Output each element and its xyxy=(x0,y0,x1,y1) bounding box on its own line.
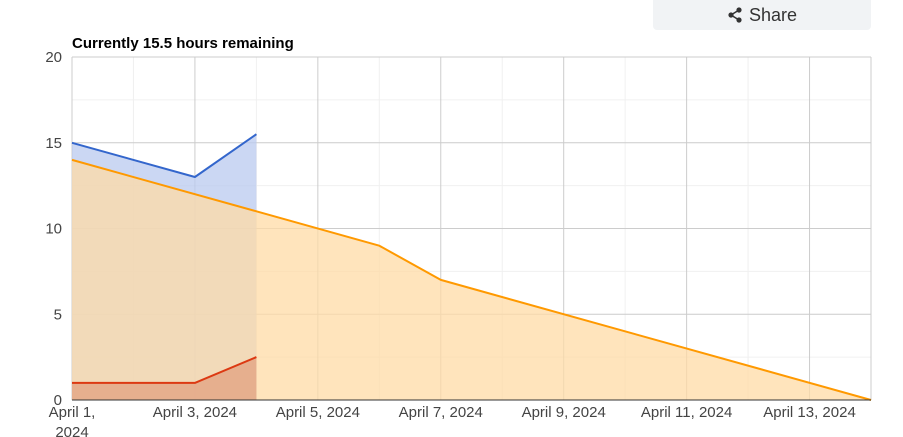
y-tick-label: 5 xyxy=(54,306,62,323)
y-tick-label: 15 xyxy=(45,135,62,152)
x-tick-label: April 5, 2024 xyxy=(276,404,360,421)
series-lines xyxy=(71,133,872,401)
x-tick-label: April 9, 2024 xyxy=(522,404,606,421)
series-line-0 xyxy=(71,133,257,178)
series-areas xyxy=(72,134,871,400)
series-line-1 xyxy=(71,158,872,401)
share-button[interactable]: Share xyxy=(653,0,871,30)
x-axis-ticks: April 1, 2024 April 3, 2024 April 5, 2024 Ap… xyxy=(49,404,856,437)
x-tick-label: April 13, 2024 xyxy=(763,404,856,421)
y-axis-ticks: 0 5 10 15 20 xyxy=(45,49,62,409)
x-tick-label: April 3, 2024 xyxy=(153,404,237,421)
share-label: Share xyxy=(748,4,798,25)
x-tick-label: April 1, 2024 xyxy=(49,404,96,437)
chart-title: Currently 15.5 hours remaining xyxy=(72,35,294,52)
series-area-2 xyxy=(72,357,257,400)
series-area-1 xyxy=(72,159,871,400)
x-tick-label: April 11, 2024 xyxy=(641,404,732,421)
y-tick-label: 0 xyxy=(54,392,62,409)
y-tick-label: 20 xyxy=(45,49,62,66)
share-icon xyxy=(728,7,742,23)
series-line-2 xyxy=(72,356,257,384)
y-tick-label: 10 xyxy=(45,221,62,238)
x-tick-label: April 7, 2024 xyxy=(399,404,483,421)
